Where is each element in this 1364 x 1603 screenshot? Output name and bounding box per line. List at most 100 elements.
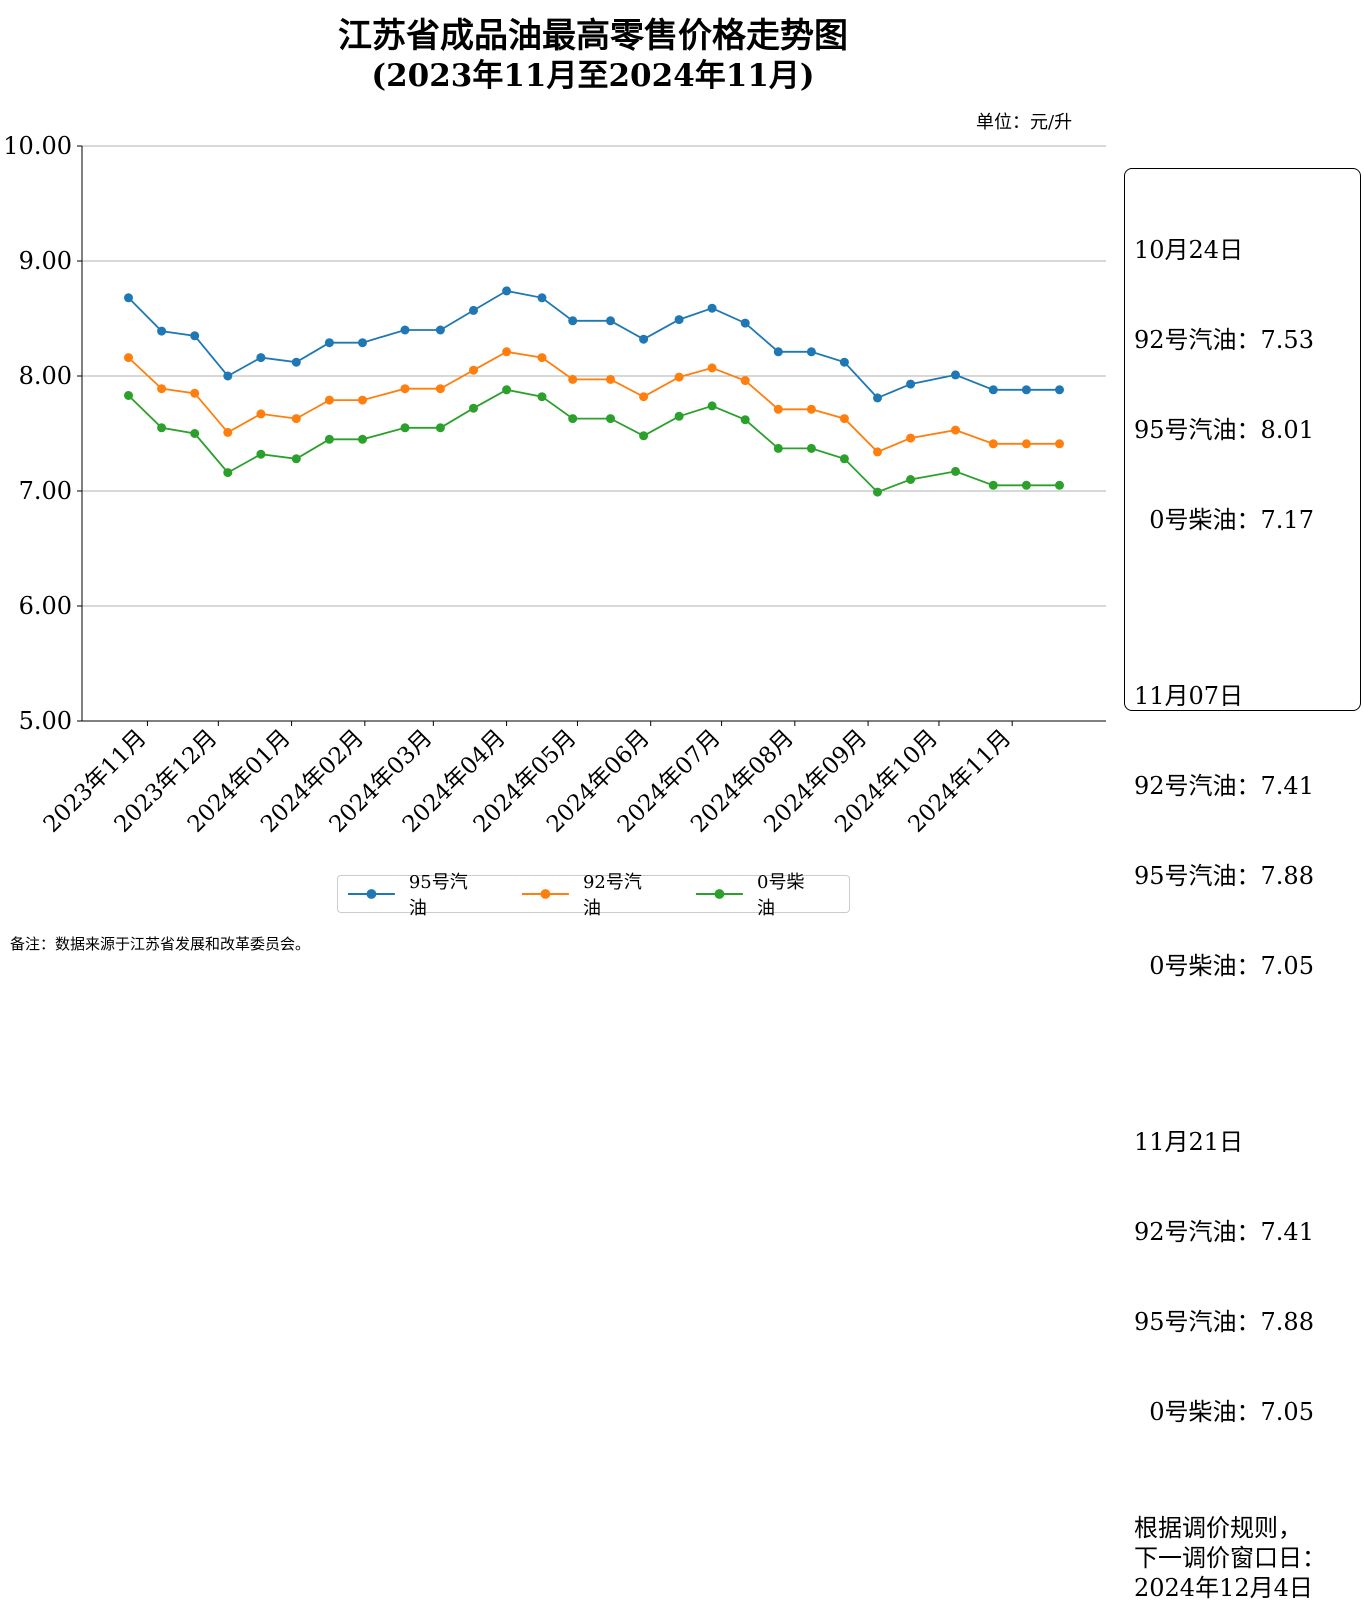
data-point-2 xyxy=(502,385,512,395)
info-group: 11月07日 92号汽油：7.41 95号汽油：7.88 0号柴油：7.05 xyxy=(1134,621,1360,1041)
info-line: 95号汽油：8.01 xyxy=(1134,416,1314,444)
data-point-2 xyxy=(639,431,649,441)
data-point-0 xyxy=(906,379,916,389)
data-point-1 xyxy=(435,384,445,394)
data-point-2 xyxy=(124,391,133,400)
y-tick-label: 8.00 xyxy=(19,362,72,390)
y-tick-label: 5.00 xyxy=(19,707,72,735)
data-point-2 xyxy=(568,414,578,424)
y-tick-label: 10.00 xyxy=(3,132,72,160)
data-point-2 xyxy=(223,468,233,478)
data-point-1 xyxy=(639,392,649,402)
data-point-0 xyxy=(606,316,615,326)
legend-swatch-95 xyxy=(347,889,395,899)
unit-label: 单位：元/升 xyxy=(976,112,1073,133)
data-point-2 xyxy=(157,423,167,433)
data-point-2 xyxy=(469,403,478,413)
data-point-2 xyxy=(358,434,367,444)
next-adjustment-note: 根据调价规则， 下一调价窗口日： 2024年12月4日 xyxy=(1134,1513,1360,1603)
legend-label: 0号柴油 xyxy=(757,872,805,919)
data-point-0 xyxy=(256,353,266,363)
data-point-0 xyxy=(773,347,783,357)
info-line: 0号柴油：7.05 xyxy=(1134,952,1314,980)
data-point-2 xyxy=(873,487,882,497)
info-group: 10月24日 92号汽油：7.53 95号汽油：8.01 0号柴油：7.17 xyxy=(1134,175,1360,595)
data-point-1 xyxy=(291,414,301,424)
y-tick-label: 6.00 xyxy=(19,592,72,620)
data-point-2 xyxy=(537,392,547,402)
data-point-1 xyxy=(324,395,334,405)
data-point-0 xyxy=(806,347,816,357)
info-line: 95号汽油：7.88 xyxy=(1134,862,1314,890)
data-point-2 xyxy=(291,454,301,464)
data-point-1 xyxy=(606,374,615,384)
footnote: 备注：数据来源于江苏省发展和改革委员会。 xyxy=(10,935,311,953)
data-point-0 xyxy=(740,318,750,328)
series-lines xyxy=(124,286,1064,497)
info-line: 0号柴油：7.17 xyxy=(1134,506,1314,534)
data-point-1 xyxy=(839,414,849,424)
info-line: 0号柴油：7.05 xyxy=(1134,1398,1314,1426)
data-point-1 xyxy=(256,409,266,419)
data-point-0 xyxy=(324,338,334,348)
y-tick-label: 9.00 xyxy=(19,247,72,275)
data-point-0 xyxy=(124,293,133,303)
axes: 5.006.007.008.009.0010.002023年11月2023年12… xyxy=(3,132,1106,838)
data-point-0 xyxy=(1021,385,1031,395)
data-point-0 xyxy=(358,338,367,348)
data-point-0 xyxy=(400,325,410,335)
data-point-1 xyxy=(707,363,717,373)
info-date: 11月07日 xyxy=(1134,682,1244,710)
data-point-0 xyxy=(707,303,717,313)
price-info-box: 10月24日 92号汽油：7.53 95号汽油：8.01 0号柴油：7.17 1… xyxy=(1124,168,1361,1602)
data-point-1 xyxy=(951,425,960,435)
data-point-2 xyxy=(806,443,816,453)
data-point-1 xyxy=(873,447,882,457)
data-point-2 xyxy=(674,411,684,421)
series-line-1 xyxy=(127,350,1060,453)
data-point-1 xyxy=(469,365,478,375)
data-point-1 xyxy=(537,353,547,363)
price-line-chart: 5.006.007.008.009.0010.002023年11月2023年12… xyxy=(3,132,1106,838)
chart-subtitle: (2023年11月至2024年11月) xyxy=(371,58,815,94)
data-point-0 xyxy=(537,293,547,303)
data-point-2 xyxy=(1055,480,1064,490)
data-point-1 xyxy=(190,388,200,398)
legend-swatch-0 xyxy=(696,889,744,899)
data-point-0 xyxy=(502,286,512,296)
data-point-2 xyxy=(839,454,849,464)
data-point-0 xyxy=(951,370,960,380)
series-line-2 xyxy=(127,388,1060,494)
legend-label: 92号汽油 xyxy=(582,872,642,919)
data-point-2 xyxy=(400,423,410,433)
data-point-2 xyxy=(1021,480,1031,490)
data-point-1 xyxy=(358,395,367,405)
chart-title: 江苏省成品油最高零售价格走势图 xyxy=(338,16,848,56)
info-date: 10月24日 xyxy=(1134,236,1244,264)
info-line: 92号汽油：7.41 xyxy=(1134,1218,1314,1246)
data-point-1 xyxy=(773,404,783,414)
data-point-1 xyxy=(157,384,167,394)
data-point-0 xyxy=(839,357,849,367)
data-point-2 xyxy=(256,449,266,459)
data-point-2 xyxy=(951,466,960,476)
data-point-1 xyxy=(806,404,816,414)
data-point-0 xyxy=(190,331,200,341)
data-point-1 xyxy=(674,372,684,382)
data-point-1 xyxy=(400,384,410,394)
data-point-0 xyxy=(873,393,882,403)
data-point-1 xyxy=(568,374,578,384)
data-point-1 xyxy=(740,376,750,386)
info-date: 11月21日 xyxy=(1134,1128,1244,1156)
rule-line: 下一调价窗口日： xyxy=(1134,1544,1326,1572)
data-point-0 xyxy=(291,357,301,367)
data-point-2 xyxy=(606,414,615,424)
info-line: 92号汽油：7.53 xyxy=(1134,326,1314,354)
data-point-0 xyxy=(469,305,478,315)
series-line-0 xyxy=(127,289,1060,399)
rule-line: 根据调价规则， xyxy=(1134,1514,1302,1542)
data-point-1 xyxy=(906,433,916,443)
gridlines xyxy=(82,145,1106,722)
info-line: 95号汽油：7.88 xyxy=(1134,1308,1314,1336)
data-point-0 xyxy=(639,334,649,344)
